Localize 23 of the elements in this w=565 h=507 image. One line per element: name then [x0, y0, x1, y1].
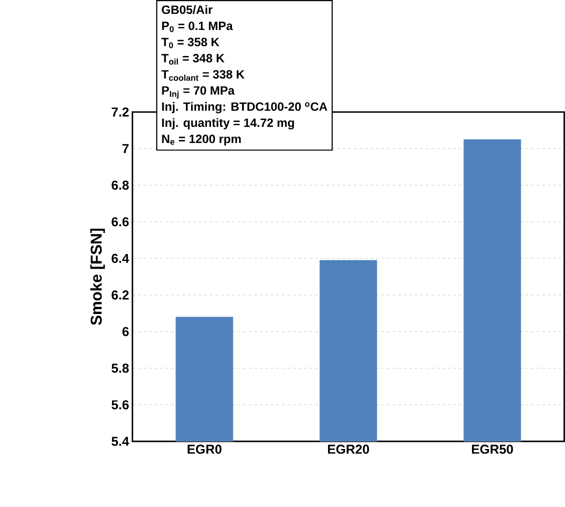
text: T$_{oil}$ = 348 K [161, 54, 224, 65]
annotation: Inj. quantity = 14.72 mg [162, 118, 294, 130]
y-tick-label: 7.2 [112, 107, 129, 116]
text: T$_{0}$ = 358 K [161, 38, 220, 48]
x-tick-label: EGR0 [188, 444, 222, 454]
y-tick-label: 5.8 [112, 363, 129, 373]
y-tick-label: 7 [122, 144, 129, 153]
y-axis-title: Smoke [FSN] [90, 228, 105, 325]
x-tick-label: EGR20 [328, 444, 369, 454]
text: P$_{0}$ = 0.1 MPa [162, 21, 233, 32]
text: P$_{Inj}$ = 70 MPa [162, 86, 235, 98]
y-tick-label: 6 [122, 326, 129, 336]
y-tick-label: 6.6 [112, 217, 129, 226]
y-tick-label: 6.8 [112, 180, 129, 190]
text: GB05/Air [162, 5, 212, 14]
text: T$_{coolant}$ = 338 K [161, 70, 245, 81]
annotation: N$_{e}$ = 1200 rpm [162, 134, 241, 146]
annotation: Inj. Timing: BTDC100-20 $^{o}$CA [162, 102, 328, 114]
y-tick-label: 5.6 [112, 400, 129, 410]
x-tick-label: EGR50 [472, 444, 513, 454]
y-tick-label: 5.4 [112, 436, 130, 446]
y-tick-label: 6.2 [112, 290, 129, 300]
y-tick-label: 6.4 [112, 254, 130, 263]
